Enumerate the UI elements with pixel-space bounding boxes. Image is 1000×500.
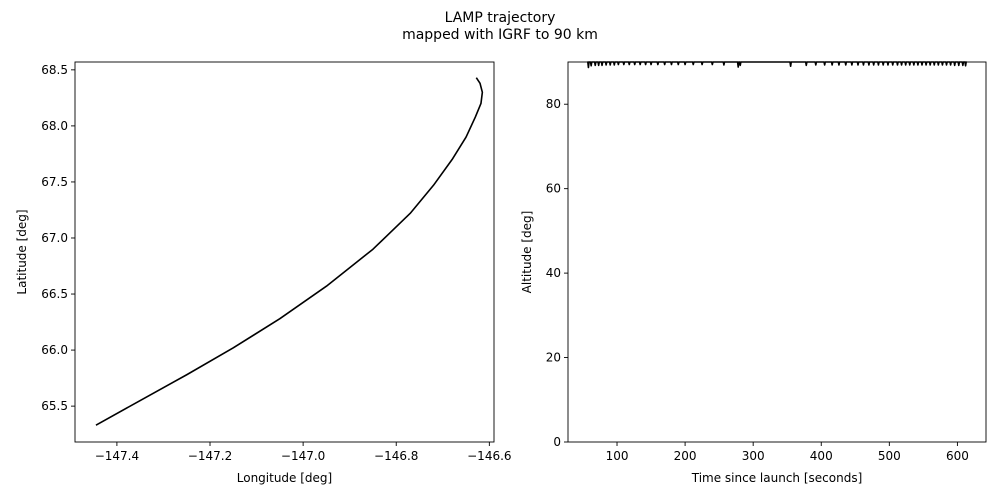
y-tick-label: 67.5 <box>41 175 68 189</box>
axes-frame <box>74 61 495 443</box>
y-tick-label: 40 <box>546 266 561 280</box>
x-tick-label: 300 <box>742 449 765 463</box>
y-tick-label: 67.0 <box>41 231 68 245</box>
y-tick-label: 68.0 <box>41 119 68 133</box>
x-axis-label: Time since launch [seconds] <box>691 471 863 485</box>
y-axis-label: Latitude [deg] <box>15 209 29 294</box>
x-tick-label: −147.0 <box>281 449 325 463</box>
x-tick-label: −147.2 <box>188 449 232 463</box>
y-tick-label: 60 <box>546 182 561 196</box>
y-axis-label: Altitude [deg] <box>520 211 534 294</box>
x-tick-label: 500 <box>878 449 901 463</box>
x-tick-label: 600 <box>946 449 969 463</box>
x-tick-label: −146.6 <box>467 449 511 463</box>
x-tick-label: 200 <box>674 449 697 463</box>
axes-frame <box>567 61 987 443</box>
series-line-1-0 <box>587 61 967 69</box>
left-panel-trajectory-plot: −147.4 −147.2 −147.0 −146.8 −146.6 65.5 66.0 66… <box>15 61 512 485</box>
x-axis-label: Longitude [deg] <box>237 471 332 485</box>
y-tick-label: 20 <box>546 351 561 365</box>
x-tick-label: 100 <box>606 449 629 463</box>
x-tick-label: −147.4 <box>95 449 139 463</box>
y-tick-label: 0 <box>553 435 561 449</box>
y-tick-label: 66.5 <box>41 287 68 301</box>
right-panel-altitude-plot: 100 200 300 400 500 600 0 20 40 60 80 Time since la… <box>520 61 987 485</box>
y-tick-label: 68.5 <box>41 63 68 77</box>
x-tick-label: 400 <box>810 449 833 463</box>
x-tick-label: −146.8 <box>374 449 418 463</box>
y-tick-label: 66.0 <box>41 343 68 357</box>
y-tick-label: 65.5 <box>41 399 68 413</box>
y-tick-label: 80 <box>546 97 561 111</box>
series-line-0-0 <box>95 77 484 426</box>
figure-title-line1: LAMP trajectory <box>445 10 556 26</box>
figure-title-line2: mapped with IGRF to 90 km <box>402 27 598 43</box>
